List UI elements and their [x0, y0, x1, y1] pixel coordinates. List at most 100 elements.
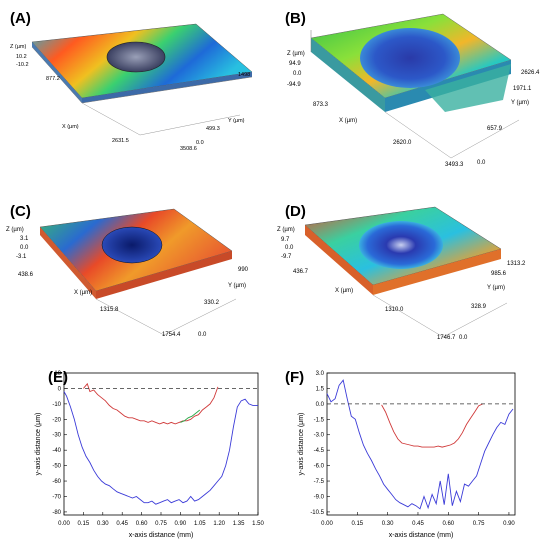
y-axis-title: Y (µm): [487, 285, 505, 291]
z-axis-title: Z (µm): [287, 51, 305, 57]
panel-label: (D): [285, 203, 306, 220]
y-tick-label: -50: [52, 464, 61, 470]
profile-line-red: [381, 403, 483, 448]
y-tick-label: 0.0: [316, 402, 325, 408]
y-tick-label: -3.0: [314, 433, 325, 439]
y-tick-label: -6.0: [314, 464, 325, 470]
y-tick: 0.0: [477, 160, 486, 166]
x-axis-title: X (µm): [62, 124, 79, 130]
x-tick-label: 0.45: [116, 521, 128, 527]
x-tick: 2620.0: [393, 140, 412, 146]
x-tick-label: 1.35: [233, 521, 245, 527]
corner-value: 3493.3: [445, 162, 464, 168]
x-axis-title: x-axis distance (mm): [129, 532, 194, 539]
y-tick-label: -7.5: [314, 479, 325, 485]
y-tick-label: 1.5: [316, 386, 325, 392]
z-tick: -9.7: [281, 254, 292, 260]
y-tick-label: 3.0: [316, 371, 325, 377]
z-tick: 0.0: [20, 245, 29, 251]
plot-frame: [63, 372, 259, 516]
panel-d: (D) Z (µm) 9.7 0.0 -9.7 436.7 X (µm) 131…: [275, 195, 550, 355]
x-tick-label: 1.05: [194, 521, 206, 527]
x-tick-label: 0.90: [503, 521, 515, 527]
y-tick: 0.0: [196, 140, 204, 146]
z-tick: 3.1: [20, 236, 29, 242]
y-tick: 657.9: [487, 126, 503, 132]
x-tick-label: 0.15: [351, 521, 363, 527]
panel-b: (B) Z (µm) 94.9 0.0 -94.9 873.3 X (µm): [275, 0, 550, 190]
y-tick-label: 0: [58, 386, 62, 392]
panel-label: (B): [285, 10, 306, 27]
y-tick-label: -9.0: [314, 494, 325, 500]
x-tick-label: 0.60: [442, 521, 454, 527]
z-tick: 9.7: [281, 237, 290, 243]
profile-chart-f: 0.00 0.15 0.30 0.45 0.60 0.75 0.90 3.0 1.5 0.0 -1.…: [298, 371, 515, 539]
x-tick-label: 0.30: [382, 521, 394, 527]
x-tick-label: 0.90: [175, 521, 187, 527]
x-tick-label: 0.30: [97, 521, 109, 527]
x-tick-label: 1.50: [252, 521, 264, 527]
surface-3d-a: Z (µm) 10.2 -10.2 877.2 X (µm) 2631.5 14…: [10, 23, 253, 152]
y-axis-title: y-axis distance (μm): [35, 413, 42, 476]
profile-chart-e: 0.00 0.15 0.30 0.45 0.60 0.75 0.90 1.05 1.20 1.35…: [35, 371, 264, 539]
x-tick-label: 1.20: [213, 521, 225, 527]
x-tick: 1315.8: [100, 307, 119, 313]
x-tick: 2631.5: [112, 138, 129, 144]
y-tick: 1313.2: [507, 261, 526, 267]
y-tick-label: -10: [52, 402, 61, 408]
y-tick-label: -10.5: [310, 510, 324, 516]
x-axis-title: x-axis distance (mm): [389, 532, 454, 539]
profile-line-green: [180, 409, 201, 423]
x-tick: 436.7: [293, 269, 309, 275]
surface-3d-b: Z (µm) 94.9 0.0 -94.9 873.3 X (µm) 2620.…: [287, 13, 540, 168]
y-axis-title: Y (µm): [228, 118, 245, 124]
y-tick: 499.3: [206, 126, 220, 132]
corner-value: 3508.6: [180, 146, 197, 152]
profile-line-red: [83, 382, 219, 425]
chart-e: (E) 0.00 0.15 0.30 0.45 0.60 0.75 0.90 1.05 1.20…: [0, 355, 275, 545]
corner-value: 1746.7: [437, 335, 456, 341]
y-tick-label: -70: [52, 494, 61, 500]
x-tick: 438.6: [18, 272, 34, 278]
z-axis-title: Z (µm): [10, 44, 26, 50]
x-tick-label: 0.75: [155, 521, 167, 527]
y-tick: 990: [238, 267, 249, 273]
surface-3d-c: Z (µm) 3.1 0.0 -3.1 438.6 X (µm) 1315.8 …: [6, 208, 249, 338]
y-axis-title: Y (µm): [511, 100, 529, 106]
z-tick: -10.2: [16, 62, 29, 68]
x-tick: 1310.0: [385, 307, 404, 313]
panel-label: (C): [10, 203, 31, 220]
profile-line-blue: [63, 391, 258, 505]
x-tick-label: 0.75: [473, 521, 485, 527]
chart-f: (F) 0.00 0.15 0.30 0.45 0.60 0.75 0.90 3.0 1.5 0.…: [275, 355, 550, 545]
panel-label: (A): [10, 10, 31, 27]
panel-label: (E): [48, 369, 68, 386]
z-tick: 0.0: [285, 245, 294, 251]
z-tick: 0.0: [293, 71, 302, 77]
z-tick: 94.9: [289, 61, 301, 67]
y-tick: 330.2: [204, 300, 220, 306]
y-tick: 1971.1: [513, 86, 532, 92]
panel-a: (A) Z (µm) 10.2 -10.2 877.2 X (µm): [0, 0, 275, 190]
x-axis-title: X (µm): [74, 290, 92, 296]
y-tick-label: 10: [54, 371, 61, 377]
z-tick: 10.2: [16, 54, 27, 60]
y-tick-label: -30: [52, 433, 61, 439]
y-tick: 0.0: [459, 335, 468, 341]
y-tick: 2626.4: [521, 70, 540, 76]
x-tick-label: 0.60: [136, 521, 148, 527]
x-tick-label: 0.00: [321, 521, 333, 527]
y-tick-label: -4.5: [314, 448, 325, 454]
y-tick: 0.0: [198, 332, 207, 338]
surface-3d-d: Z (µm) 9.7 0.0 -9.7 436.7 X (µm) 1310.0 …: [277, 206, 526, 341]
corner-value: 1754.4: [162, 332, 181, 338]
y-tick: 1498: [238, 72, 250, 78]
panel-label: (F): [285, 369, 305, 386]
panel-c: (C) Z (µm) 3.1 0.0 -3.1 438.6 X (µm) 131…: [0, 195, 275, 355]
z-axis-title: Z (µm): [6, 227, 24, 233]
x-tick-label: 0.00: [58, 521, 70, 527]
y-tick-label: -60: [52, 479, 61, 485]
x-tick-label: 0.45: [412, 521, 424, 527]
y-axis-title: y-axis distance (μm): [298, 413, 305, 476]
profile-line-blue: [326, 379, 514, 510]
